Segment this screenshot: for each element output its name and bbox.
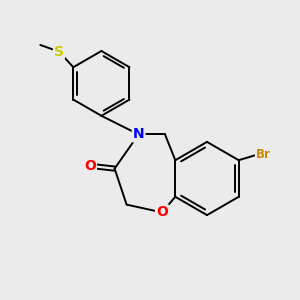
Text: O: O	[156, 206, 168, 219]
Text: N: N	[133, 128, 144, 141]
Text: Br: Br	[256, 148, 271, 161]
Text: S: S	[54, 45, 64, 58]
Text: O: O	[84, 159, 96, 173]
